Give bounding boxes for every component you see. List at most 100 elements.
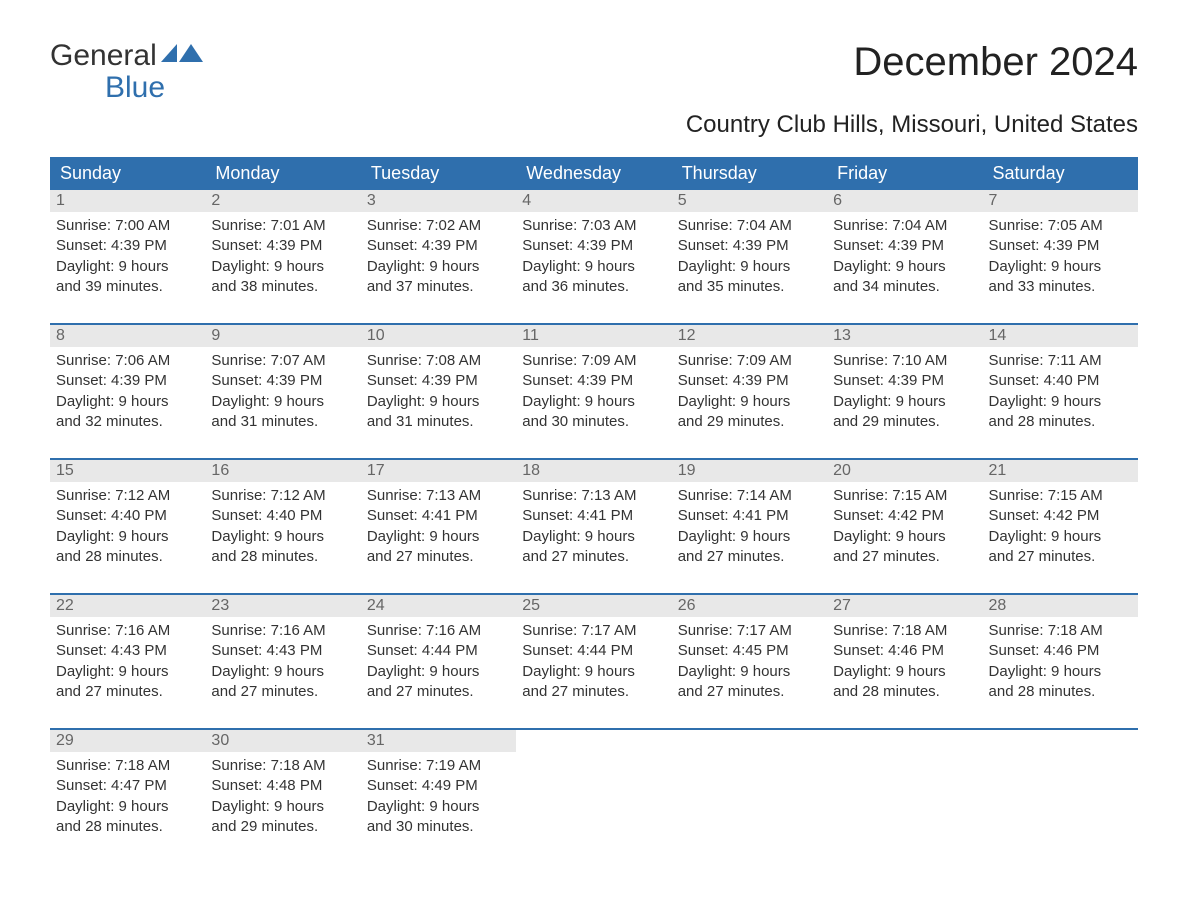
day-body: Sunrise: 7:13 AMSunset: 4:41 PMDaylight:… [516, 482, 671, 567]
sunset-text: Sunset: 4:41 PM [367, 506, 510, 526]
daylight1-text: Daylight: 9 hours [678, 392, 821, 412]
day-body: Sunrise: 7:14 AMSunset: 4:41 PMDaylight:… [672, 482, 827, 567]
daylight2-text: and 28 minutes. [989, 412, 1132, 432]
day-cell: 13Sunrise: 7:10 AMSunset: 4:39 PMDayligh… [827, 325, 982, 458]
sunrise-text: Sunrise: 7:09 AM [678, 351, 821, 371]
day-cell: 6Sunrise: 7:04 AMSunset: 4:39 PMDaylight… [827, 190, 982, 323]
logo-word1: General [50, 40, 157, 72]
sunset-text: Sunset: 4:41 PM [522, 506, 665, 526]
daylight1-text: Daylight: 9 hours [56, 797, 199, 817]
sunrise-text: Sunrise: 7:16 AM [211, 621, 354, 641]
day-body: Sunrise: 7:02 AMSunset: 4:39 PMDaylight:… [361, 212, 516, 297]
day-cell: 23Sunrise: 7:16 AMSunset: 4:43 PMDayligh… [205, 595, 360, 728]
weekday-label: Wednesday [516, 157, 671, 190]
sunrise-text: Sunrise: 7:15 AM [833, 486, 976, 506]
day-number: 14 [983, 325, 1138, 347]
week-row: 1Sunrise: 7:00 AMSunset: 4:39 PMDaylight… [50, 190, 1138, 323]
daylight2-text: and 29 minutes. [678, 412, 821, 432]
daylight2-text: and 28 minutes. [56, 547, 199, 567]
day-cell [827, 730, 982, 863]
day-number: 23 [205, 595, 360, 617]
sunrise-text: Sunrise: 7:16 AM [367, 621, 510, 641]
weeks-container: 1Sunrise: 7:00 AMSunset: 4:39 PMDaylight… [50, 190, 1138, 863]
day-number: 3 [361, 190, 516, 212]
day-body: Sunrise: 7:18 AMSunset: 4:48 PMDaylight:… [205, 752, 360, 837]
daylight1-text: Daylight: 9 hours [833, 662, 976, 682]
daylight2-text: and 39 minutes. [56, 277, 199, 297]
daylight1-text: Daylight: 9 hours [522, 392, 665, 412]
sunset-text: Sunset: 4:40 PM [56, 506, 199, 526]
sunrise-text: Sunrise: 7:04 AM [833, 216, 976, 236]
day-body: Sunrise: 7:08 AMSunset: 4:39 PMDaylight:… [361, 347, 516, 432]
daylight2-text: and 30 minutes. [522, 412, 665, 432]
daylight1-text: Daylight: 9 hours [56, 527, 199, 547]
day-cell: 28Sunrise: 7:18 AMSunset: 4:46 PMDayligh… [983, 595, 1138, 728]
daylight2-text: and 27 minutes. [56, 682, 199, 702]
sunrise-text: Sunrise: 7:17 AM [678, 621, 821, 641]
daylight2-text: and 29 minutes. [833, 412, 976, 432]
day-number: 24 [361, 595, 516, 617]
day-body: Sunrise: 7:09 AMSunset: 4:39 PMDaylight:… [672, 347, 827, 432]
sunrise-text: Sunrise: 7:11 AM [989, 351, 1132, 371]
daylight1-text: Daylight: 9 hours [678, 527, 821, 547]
day-number: 8 [50, 325, 205, 347]
day-cell: 21Sunrise: 7:15 AMSunset: 4:42 PMDayligh… [983, 460, 1138, 593]
day-number: 6 [827, 190, 982, 212]
daylight2-text: and 35 minutes. [678, 277, 821, 297]
sunrise-text: Sunrise: 7:12 AM [56, 486, 199, 506]
day-cell [516, 730, 671, 863]
day-number: 5 [672, 190, 827, 212]
day-number [516, 730, 671, 734]
daylight2-text: and 31 minutes. [211, 412, 354, 432]
day-number: 28 [983, 595, 1138, 617]
day-number: 17 [361, 460, 516, 482]
sunset-text: Sunset: 4:48 PM [211, 776, 354, 796]
sunrise-text: Sunrise: 7:18 AM [833, 621, 976, 641]
daylight2-text: and 34 minutes. [833, 277, 976, 297]
day-number: 4 [516, 190, 671, 212]
daylight1-text: Daylight: 9 hours [211, 257, 354, 277]
daylight2-text: and 27 minutes. [522, 682, 665, 702]
day-cell [983, 730, 1138, 863]
daylight1-text: Daylight: 9 hours [56, 392, 199, 412]
daylight1-text: Daylight: 9 hours [367, 527, 510, 547]
sunset-text: Sunset: 4:39 PM [56, 236, 199, 256]
day-body: Sunrise: 7:12 AMSunset: 4:40 PMDaylight:… [50, 482, 205, 567]
day-body: Sunrise: 7:12 AMSunset: 4:40 PMDaylight:… [205, 482, 360, 567]
sunrise-text: Sunrise: 7:17 AM [522, 621, 665, 641]
sunset-text: Sunset: 4:39 PM [56, 371, 199, 391]
daylight2-text: and 28 minutes. [989, 682, 1132, 702]
day-cell: 17Sunrise: 7:13 AMSunset: 4:41 PMDayligh… [361, 460, 516, 593]
day-number: 1 [50, 190, 205, 212]
day-cell: 27Sunrise: 7:18 AMSunset: 4:46 PMDayligh… [827, 595, 982, 728]
daylight1-text: Daylight: 9 hours [522, 257, 665, 277]
sunset-text: Sunset: 4:39 PM [989, 236, 1132, 256]
day-body: Sunrise: 7:00 AMSunset: 4:39 PMDaylight:… [50, 212, 205, 297]
daylight1-text: Daylight: 9 hours [367, 257, 510, 277]
sunset-text: Sunset: 4:42 PM [989, 506, 1132, 526]
sunset-text: Sunset: 4:43 PM [211, 641, 354, 661]
day-body: Sunrise: 7:18 AMSunset: 4:46 PMDaylight:… [983, 617, 1138, 702]
week-row: 22Sunrise: 7:16 AMSunset: 4:43 PMDayligh… [50, 593, 1138, 728]
sunset-text: Sunset: 4:43 PM [56, 641, 199, 661]
daylight1-text: Daylight: 9 hours [56, 257, 199, 277]
day-number: 11 [516, 325, 671, 347]
daylight2-text: and 28 minutes. [833, 682, 976, 702]
location-subtitle: Country Club Hills, Missouri, United Sta… [50, 111, 1138, 139]
day-number: 15 [50, 460, 205, 482]
day-cell: 22Sunrise: 7:16 AMSunset: 4:43 PMDayligh… [50, 595, 205, 728]
sunset-text: Sunset: 4:39 PM [678, 236, 821, 256]
day-body: Sunrise: 7:16 AMSunset: 4:43 PMDaylight:… [205, 617, 360, 702]
day-body: Sunrise: 7:16 AMSunset: 4:44 PMDaylight:… [361, 617, 516, 702]
week-row: 8Sunrise: 7:06 AMSunset: 4:39 PMDaylight… [50, 323, 1138, 458]
day-cell: 9Sunrise: 7:07 AMSunset: 4:39 PMDaylight… [205, 325, 360, 458]
day-number: 9 [205, 325, 360, 347]
sunset-text: Sunset: 4:40 PM [989, 371, 1132, 391]
sunset-text: Sunset: 4:39 PM [522, 371, 665, 391]
day-cell: 18Sunrise: 7:13 AMSunset: 4:41 PMDayligh… [516, 460, 671, 593]
day-cell: 12Sunrise: 7:09 AMSunset: 4:39 PMDayligh… [672, 325, 827, 458]
day-cell: 5Sunrise: 7:04 AMSunset: 4:39 PMDaylight… [672, 190, 827, 323]
daylight1-text: Daylight: 9 hours [522, 662, 665, 682]
logo: General Blue [50, 40, 203, 103]
day-cell: 1Sunrise: 7:00 AMSunset: 4:39 PMDaylight… [50, 190, 205, 323]
